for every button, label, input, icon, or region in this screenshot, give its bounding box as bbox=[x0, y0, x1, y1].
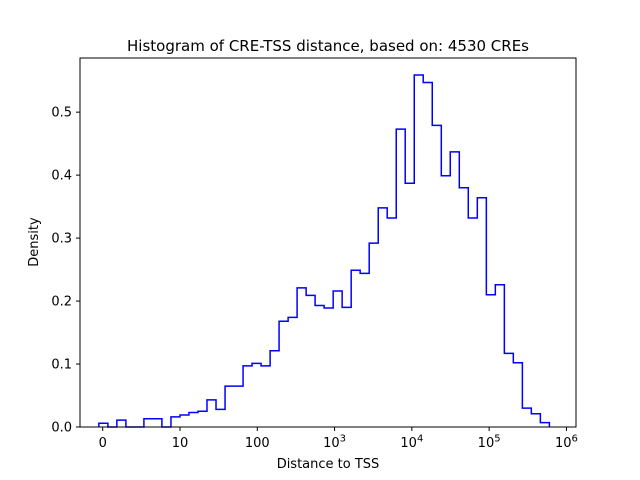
y-tick-label: 0.0 bbox=[51, 421, 72, 436]
x-tick-label: 0 bbox=[99, 436, 107, 451]
x-tick-label: 104 bbox=[400, 434, 423, 452]
chart-title: Histogram of CRE-TSS distance, based on:… bbox=[127, 37, 529, 55]
x-tick-label: 106 bbox=[555, 434, 578, 452]
y-tick-label: 0.3 bbox=[51, 232, 72, 247]
axes-spines bbox=[79, 57, 577, 428]
x-tick-label: 10 bbox=[172, 436, 189, 451]
y-tick-label: 0.2 bbox=[51, 295, 72, 310]
x-tick-label: 100 bbox=[245, 436, 270, 451]
y-tick-label: 0.4 bbox=[51, 169, 72, 184]
plot-area: 0 10 100 103 104 105 106 0.0 0.1 0.2 0.3 0.4 0.5 bbox=[51, 57, 578, 452]
y-tick-label: 0.1 bbox=[51, 358, 72, 373]
histogram-step-line bbox=[98, 74, 551, 428]
x-axis-label: Distance to TSS bbox=[277, 457, 380, 472]
x-tick-label: 103 bbox=[323, 434, 346, 452]
y-axis-label: Density bbox=[27, 217, 42, 267]
y-tick-label: 0.5 bbox=[51, 106, 72, 121]
x-tick-label: 105 bbox=[478, 434, 501, 452]
